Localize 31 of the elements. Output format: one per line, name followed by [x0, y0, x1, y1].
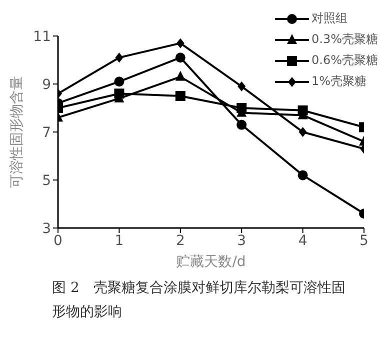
point — [236, 103, 247, 113]
point — [298, 170, 308, 180]
x-tick-label: 2 — [176, 232, 185, 249]
point — [175, 70, 186, 81]
y-tick-label: 3 — [42, 220, 51, 237]
legend-label: 0.6%壳聚糖 — [312, 52, 378, 69]
y-tick-label: 9 — [42, 76, 51, 93]
x-tick-label: 4 — [298, 232, 308, 249]
x-tick-label: 0 — [54, 232, 62, 249]
point — [176, 38, 184, 48]
y-axis-title: 可溶性固形物含量 — [8, 76, 25, 188]
point — [114, 76, 124, 87]
point — [298, 127, 307, 137]
point — [236, 120, 247, 130]
point — [238, 81, 246, 92]
legend-label: 0.3%壳聚糖 — [312, 31, 378, 48]
x-axis-title: 贮藏天数/d — [176, 254, 246, 270]
x-tick-label: 3 — [237, 232, 246, 249]
x-tick-label: 5 — [360, 232, 368, 249]
point — [175, 52, 186, 63]
point — [115, 52, 124, 63]
x-tick-label: 1 — [114, 232, 124, 249]
point — [114, 88, 124, 99]
point — [175, 91, 186, 101]
legend-label: 对照组 — [312, 10, 348, 27]
y-tick-label: 11 — [33, 28, 51, 45]
legend-label: 1%壳聚糖 — [312, 73, 367, 90]
y-tick-label: 5 — [42, 172, 51, 189]
y-tick-label: 7 — [42, 124, 51, 141]
point — [298, 105, 308, 116]
caption: 图 2 壳聚糖复合涂膜对鲜切库尔勒梨可溶性固形物的影响 — [51, 279, 346, 322]
